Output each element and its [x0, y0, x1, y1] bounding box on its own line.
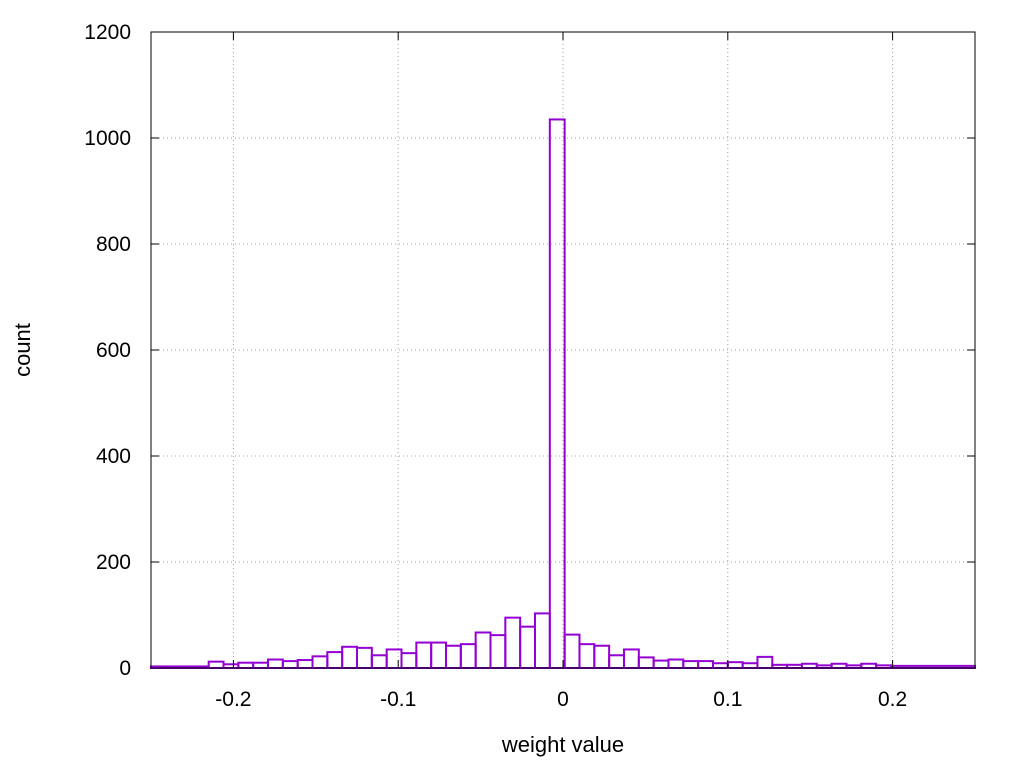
- y-tick-label: 200: [96, 551, 131, 574]
- axis-ticks: [151, 31, 975, 669]
- y-tick-label: 800: [96, 233, 131, 256]
- x-tick-label: -0.2: [215, 688, 251, 711]
- x-tick-label: 0.1: [713, 688, 742, 711]
- y-tick-label: 1200: [84, 21, 131, 44]
- y-axis-title: count: [10, 323, 35, 377]
- y-tick-label: 0: [119, 657, 131, 680]
- y-tick-label: 1000: [84, 127, 131, 150]
- x-tick-label: -0.1: [380, 688, 416, 711]
- x-tick-label: 0.2: [878, 688, 907, 711]
- y-tick-labels: 0 200 400 600 800 1000 1200: [84, 21, 131, 680]
- x-axis-title: weight value: [501, 732, 624, 757]
- x-tick-labels: -0.2 -0.1 0 0.1 0.2: [215, 688, 907, 711]
- y-tick-label: 400: [96, 445, 131, 468]
- x-tick-label: 0: [557, 688, 569, 711]
- y-tick-label: 600: [96, 339, 131, 362]
- grid-lines: [151, 32, 975, 668]
